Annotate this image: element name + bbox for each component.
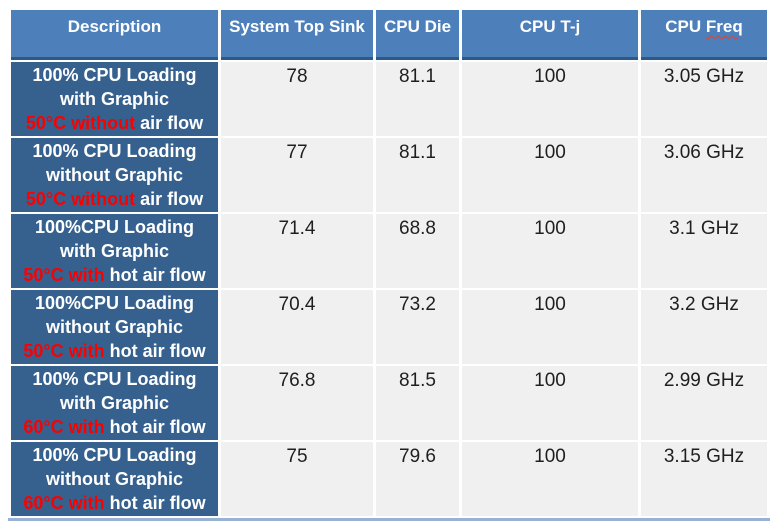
cpu-freq-misspelled-word: Freq — [705, 17, 743, 36]
description-cell: 100% CPU Loading without Graphic 60°C wi… — [11, 442, 218, 516]
description-line: 100% CPU Loading — [32, 445, 197, 465]
cpu-freq-value: 3.2 GHz — [641, 290, 767, 364]
system-top-sink-value: 76.8 — [221, 366, 373, 440]
condition-rest: hot air flow — [109, 493, 206, 513]
cpu-tj-value: 100 — [462, 442, 638, 516]
condition-highlight: 60°C with — [23, 493, 105, 513]
column-header-cpu-die: CPU Die — [376, 10, 459, 60]
description-line: with Graphic — [59, 241, 169, 261]
cpu-tj-value: 100 — [462, 214, 638, 288]
condition-rest: hot air flow — [109, 417, 206, 437]
description-line: 50°C without air flow — [13, 187, 216, 211]
system-top-sink-value: 75 — [221, 442, 373, 516]
condition-rest: air flow — [140, 113, 204, 133]
description-line: without Graphic — [46, 469, 183, 489]
description-line: 100% CPU Loading — [32, 65, 197, 85]
condition-rest: air flow — [140, 189, 204, 209]
description-line: 50°C with hot air flow — [13, 263, 216, 287]
cpu-freq-value: 2.99 GHz — [641, 366, 767, 440]
cpu-freq-value: 3.1 GHz — [641, 214, 767, 288]
condition-highlight: 50°C without — [25, 113, 136, 133]
cpu-die-value: 68.8 — [376, 214, 459, 288]
system-top-sink-value: 77 — [221, 138, 373, 212]
cpu-die-value: 73.2 — [376, 290, 459, 364]
description-line: 50°C with hot air flow — [13, 339, 216, 363]
column-header-cpu-tj: CPU T-j — [462, 10, 638, 60]
description-cell: 100%CPU Loading with Graphic 50°C with h… — [11, 214, 218, 288]
condition-highlight: 50°C without — [25, 189, 136, 209]
column-header-description: Description — [11, 10, 218, 60]
description-line: 60°C with hot air flow — [13, 415, 216, 439]
cpu-tj-value: 100 — [462, 138, 638, 212]
cpu-tj-value: 100 — [462, 290, 638, 364]
column-header-cpu-freq: CPU Freq — [641, 10, 767, 60]
description-cell: 100% CPU Loading with Graphic 50°C witho… — [11, 62, 218, 136]
system-top-sink-value: 70.4 — [221, 290, 373, 364]
cpu-die-value: 81.5 — [376, 366, 459, 440]
cpu-die-value: 81.1 — [376, 62, 459, 136]
description-line: with Graphic — [59, 89, 169, 109]
header-row: Description System Top Sink CPU Die CPU … — [11, 10, 767, 60]
condition-highlight: 60°C with — [23, 417, 105, 437]
table-row: 100% CPU Loading with Graphic 50°C witho… — [11, 62, 767, 136]
table-row: 100% CPU Loading without Graphic 50°C wi… — [11, 138, 767, 212]
description-line: without Graphic — [46, 165, 183, 185]
system-top-sink-value: 78 — [221, 62, 373, 136]
description-cell: 100% CPU Loading without Graphic 50°C wi… — [11, 138, 218, 212]
description-line: 60°C with hot air flow — [13, 491, 216, 515]
condition-rest: hot air flow — [109, 265, 206, 285]
cpu-freq-value: 3.15 GHz — [641, 442, 767, 516]
table-bottom-border — [8, 518, 770, 521]
description-line: 50°C without air flow — [13, 111, 216, 135]
cpu-freq-prefix: CPU — [665, 17, 702, 36]
description-line: with Graphic — [59, 393, 169, 413]
condition-highlight: 50°C with — [23, 341, 105, 361]
table-row: 100%CPU Loading without Graphic 50°C wit… — [11, 290, 767, 364]
thermal-test-table: Description System Top Sink CPU Die CPU … — [8, 8, 770, 518]
cpu-die-value: 81.1 — [376, 138, 459, 212]
cpu-tj-value: 100 — [462, 62, 638, 136]
table-row: 100% CPU Loading with Graphic 60°C with … — [11, 366, 767, 440]
cpu-freq-value: 3.06 GHz — [641, 138, 767, 212]
system-top-sink-value: 71.4 — [221, 214, 373, 288]
description-cell: 100% CPU Loading with Graphic 60°C with … — [11, 366, 218, 440]
table-row: 100%CPU Loading with Graphic 50°C with h… — [11, 214, 767, 288]
description-line: 100% CPU Loading — [32, 369, 197, 389]
description-cell: 100%CPU Loading without Graphic 50°C wit… — [11, 290, 218, 364]
cpu-freq-value: 3.05 GHz — [641, 62, 767, 136]
table-row: 100% CPU Loading without Graphic 60°C wi… — [11, 442, 767, 516]
column-header-system-top-sink: System Top Sink — [221, 10, 373, 60]
cpu-die-value: 79.6 — [376, 442, 459, 516]
description-line: 100%CPU Loading — [34, 217, 195, 237]
condition-highlight: 50°C with — [23, 265, 105, 285]
description-line: 100%CPU Loading — [34, 293, 195, 313]
cpu-tj-value: 100 — [462, 366, 638, 440]
description-line: 100% CPU Loading — [32, 141, 197, 161]
description-line: without Graphic — [46, 317, 183, 337]
condition-rest: hot air flow — [109, 341, 206, 361]
